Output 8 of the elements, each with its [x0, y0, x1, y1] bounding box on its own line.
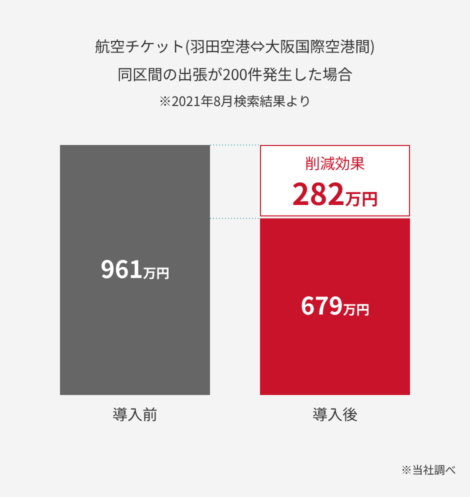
x-tick-label: 導入前 [112, 404, 158, 425]
data-label: 961万円 [100, 250, 170, 285]
text: ※当社調べ [401, 462, 456, 478]
annotation: 削減効果 282万円 [292, 153, 378, 214]
chart-title: 航空チケット(羽田空港⇔大阪国際空港間) 同区間の出張が200件発生した場合 [94, 36, 376, 85]
x-tick-label: 導入後 [312, 404, 358, 425]
data-label: 679万円 [300, 286, 370, 322]
chart-subtitle: ※2021年8月検索結果より [158, 91, 312, 110]
